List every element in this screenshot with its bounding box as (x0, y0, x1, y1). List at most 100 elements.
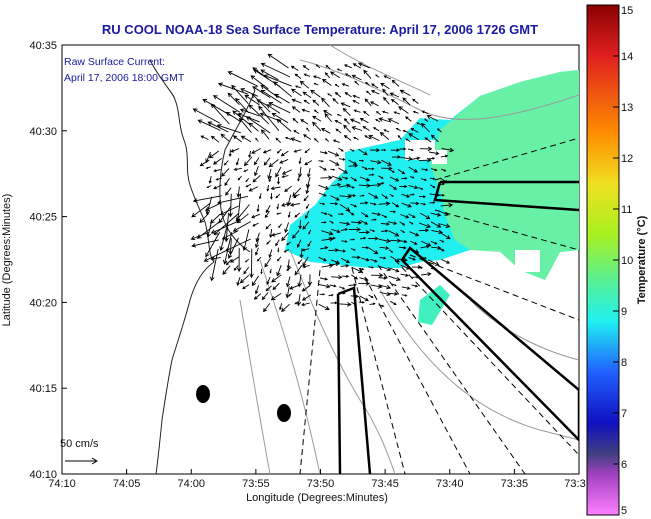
current-vector (431, 245, 442, 250)
current-vector (343, 135, 352, 141)
current-vector (200, 135, 209, 140)
current-vector (274, 93, 290, 104)
current-vector (297, 175, 300, 182)
current-vector (216, 195, 249, 205)
current-vector (275, 137, 282, 144)
current-vector (250, 75, 269, 90)
current-vector (266, 185, 270, 192)
x-tick-label: 73:35 (501, 478, 529, 490)
current-vector (268, 175, 272, 183)
current-vector (438, 182, 446, 186)
current-vector (227, 92, 240, 106)
current-vector (321, 78, 332, 86)
y-axis-label: Latitude (Degrees:Minutes) (1, 194, 13, 327)
current-vector (313, 138, 319, 143)
current-vector (301, 108, 310, 113)
current-vector (210, 220, 239, 234)
current-vector (319, 151, 328, 155)
current-vector (245, 178, 250, 183)
current-vector (441, 147, 455, 153)
current-vector (387, 118, 400, 125)
current-vector (427, 259, 440, 266)
current-vector (334, 83, 340, 88)
current-vector (306, 127, 310, 132)
current-vector (352, 94, 361, 99)
current-vector (232, 110, 251, 125)
current-vector (402, 129, 409, 133)
current-vector (389, 210, 397, 214)
current-vector (192, 195, 222, 203)
current-vector (286, 259, 291, 270)
current-vector (263, 157, 271, 166)
current-vector (281, 175, 289, 179)
current-vector (291, 106, 301, 113)
current-vector (243, 169, 249, 172)
current-vector (409, 176, 415, 179)
current-vector (235, 158, 240, 166)
current-vector (288, 292, 293, 297)
current-vector (276, 212, 282, 215)
current-vector (248, 122, 259, 132)
current-vector (318, 160, 324, 163)
current-vector (199, 213, 209, 224)
current-vector (378, 284, 391, 290)
current-vector (330, 195, 340, 201)
current-vector (205, 166, 211, 169)
current-vector (321, 97, 330, 108)
current-vector (243, 156, 253, 167)
x-tick-label: 73:55 (242, 478, 270, 490)
current-vector (348, 185, 355, 189)
current-vector (206, 185, 212, 188)
current-vector (369, 101, 379, 107)
y-tick-label: 40:15 (29, 383, 57, 395)
current-vector (397, 169, 406, 175)
current-vector (191, 239, 219, 248)
current-vector (371, 218, 377, 221)
current-vector (395, 127, 401, 132)
current-vector (379, 265, 392, 272)
current-vector (230, 148, 240, 153)
current-vector (362, 125, 370, 131)
current-vector (254, 247, 259, 256)
current-vector (262, 149, 272, 154)
current-vector (400, 214, 410, 219)
y-tick-label: 40:35 (29, 40, 57, 52)
current-vector (301, 285, 311, 292)
current-vector (212, 95, 241, 113)
current-vector (349, 148, 355, 152)
current-vector (339, 302, 352, 307)
current-vector (254, 165, 259, 177)
current-vector (220, 133, 230, 142)
contour-line (299, 59, 579, 120)
current-vector (313, 109, 319, 114)
current-vector (227, 71, 259, 87)
current-vector (312, 121, 322, 132)
current-vector (398, 258, 408, 262)
current-vector (430, 134, 439, 143)
current-vector (439, 239, 445, 243)
current-vector (330, 202, 339, 206)
radar-station-1 (196, 385, 210, 403)
current-vector (281, 303, 290, 313)
current-vector (315, 64, 321, 69)
current-vector (298, 157, 302, 165)
current-vector (239, 274, 250, 284)
current-vector (330, 168, 336, 171)
current-vector (233, 167, 242, 171)
current-vector (351, 266, 363, 273)
current-vector (364, 98, 372, 107)
current-vector (344, 73, 352, 77)
current-vector (340, 257, 351, 264)
current-vector (381, 229, 389, 233)
current-vector (381, 214, 388, 218)
current-vector (368, 236, 379, 241)
current-vector (343, 118, 350, 125)
current-vector (359, 236, 367, 240)
current-vector (318, 303, 330, 311)
current-vector (378, 238, 391, 244)
current-vector (321, 230, 334, 236)
current-vector (437, 247, 445, 252)
current-vector (390, 300, 397, 305)
zone-dashed (377, 264, 526, 474)
current-vector (347, 210, 355, 216)
